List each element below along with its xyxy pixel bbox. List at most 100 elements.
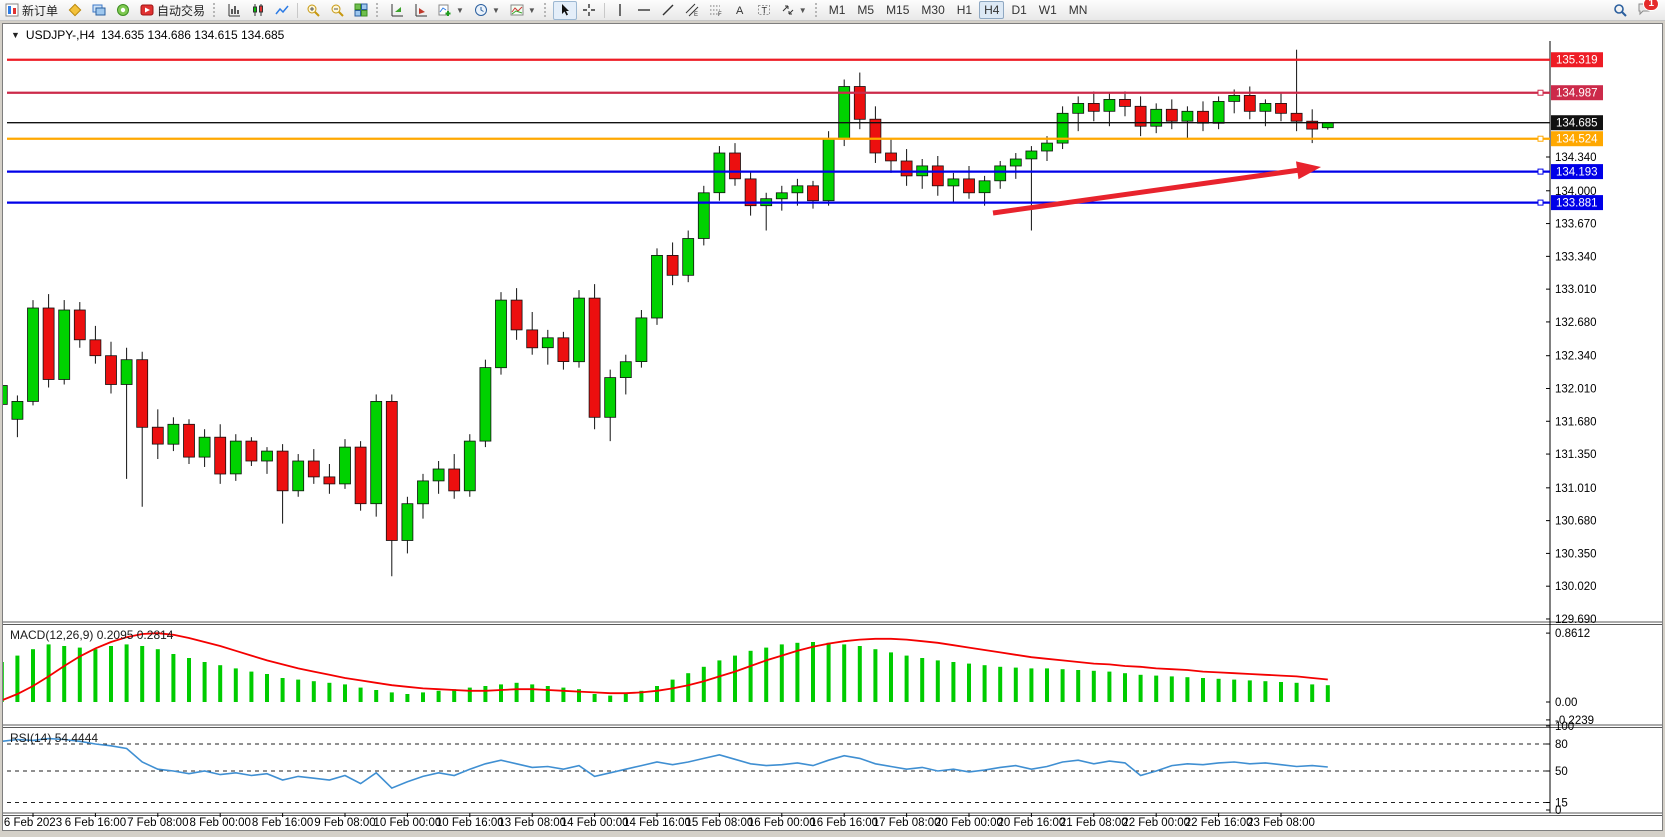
trendline-button[interactable] [656,1,680,20]
svg-text:16 Feb 16:00: 16 Feb 16:00 [810,817,878,829]
chart-canvas[interactable]: 135.319 134.987 134.685 134.524 134.193 133.8… [0,24,1662,830]
crosshair-icon [582,4,595,16]
fibonacci-icon: F [709,5,722,17]
autotrading-button[interactable]: 自动交易 [135,1,210,20]
svg-text:22 Feb 16:00: 22 Feb 16:00 [1185,817,1253,829]
toolbar-separator [603,2,605,18]
svg-text:130.680: 130.680 [1555,516,1597,528]
tab-timeframe-w1[interactable]: W1 [1038,3,1057,17]
svg-text:20 Feb 16:00: 20 Feb 16:00 [998,817,1066,829]
svg-text:132.010: 132.010 [1555,383,1597,395]
charts-profile-button[interactable] [87,1,111,20]
svg-text:133.670: 133.670 [1555,219,1597,231]
zoom-out-icon [331,4,344,17]
template-button[interactable]: ▼ [505,1,541,20]
svg-text:134.987: 134.987 [1556,88,1598,100]
text-icon: A [736,5,744,17]
fibonacci-button[interactable]: F [704,1,728,20]
svg-text:132.680: 132.680 [1555,317,1597,329]
svg-text:130.350: 130.350 [1555,548,1597,560]
svg-text:8 Feb 16:00: 8 Feb 16:00 [252,817,313,829]
timeframe-group: M1 M5 M15 M30 H1 H4 D1 W1 MN [824,1,1093,19]
vertical-line-icon [619,4,621,16]
rsi-indicator-label: RSI(14) 54.4444 [10,731,98,745]
chevron-down-icon[interactable]: ▼ [11,30,20,40]
toolbar-separator [297,2,299,18]
chevron-down-icon: ▼ [491,5,500,15]
svg-text:131.010: 131.010 [1555,483,1597,495]
svg-text:50: 50 [1555,766,1568,778]
period-clock-icon [474,4,487,16]
new-order-button[interactable]: 新订单 [0,1,63,20]
indicator-subwindow-icon [415,4,428,17]
vertical-line-button[interactable] [608,1,632,20]
svg-text:100: 100 [1555,721,1574,733]
svg-text:17 Feb 08:00: 17 Feb 08:00 [873,817,941,829]
charts-profile-icon [92,4,106,16]
svg-text:A: A [736,5,744,17]
zoom-out-button[interactable] [325,1,349,20]
search-icon[interactable] [1613,3,1627,17]
add-indicator-button[interactable]: ▼ [433,1,469,20]
news-button[interactable] [111,1,135,20]
svg-text:10 Feb 16:00: 10 Feb 16:00 [436,817,504,829]
cursor-icon [561,4,569,16]
crosshair-button[interactable] [577,1,601,20]
toolbar-handle [814,3,821,17]
text-button[interactable]: A [728,1,752,20]
channel-button[interactable]: E [680,1,704,20]
profiles-icon [68,3,82,17]
period-button[interactable]: ▼ [469,1,505,20]
svg-text:8 Feb 00:00: 8 Feb 00:00 [190,817,251,829]
line-chart-icon [275,5,289,15]
indicator-window-icon [391,4,404,17]
label-button[interactable]: T [752,1,776,20]
tab-timeframe-h4[interactable]: H4 [979,1,1005,19]
svg-text:6 Feb 16:00: 6 Feb 16:00 [65,817,126,829]
svg-text:134.685: 134.685 [1556,118,1598,130]
svg-text:135.319: 135.319 [1556,55,1598,67]
svg-text:F: F [718,12,722,17]
new-order-label: 新订单 [22,3,59,18]
arrows-button[interactable]: ▼ [776,1,812,20]
template-icon [510,4,524,16]
zoom-in-button[interactable] [301,1,325,20]
tab-timeframe-m1[interactable]: M1 [828,3,846,17]
symbol-period-label: USDJPY-,H4 [25,28,95,42]
tab-timeframe-d1[interactable]: D1 [1011,3,1027,17]
svg-text:14 Feb 00:00: 14 Feb 00:00 [561,817,629,829]
svg-text:6 Feb 2023: 6 Feb 2023 [4,817,62,829]
autotrading-label: 自动交易 [157,3,206,18]
tab-timeframe-h1[interactable]: H1 [956,3,973,17]
news-icon [117,4,130,16]
profiles-button[interactable] [63,1,87,20]
chart-window: ▼ USDJPY-,H4 134.635 134.686 134.615 134… [0,23,1663,831]
zoom-in-icon [307,4,320,17]
svg-text:15 Feb 08:00: 15 Feb 08:00 [686,817,754,829]
svg-text:16 Feb 00:00: 16 Feb 00:00 [748,817,816,829]
tab-timeframe-m5[interactable]: M5 [857,3,875,17]
toolbar-handle [213,3,219,17]
svg-text:13 Feb 08:00: 13 Feb 08:00 [498,817,566,829]
candlestick-button[interactable] [246,1,270,20]
svg-text:14 Feb 16:00: 14 Feb 16:00 [623,817,691,829]
chevron-down-icon: ▼ [798,5,807,15]
candlestick-icon [253,4,264,16]
chat-button[interactable]: 1 [1637,0,1659,19]
horizontal-line-button[interactable] [632,1,656,20]
svg-text:20 Feb 00:00: 20 Feb 00:00 [935,817,1003,829]
line-chart-button[interactable] [270,1,294,20]
indicator-subwindow-button[interactable] [409,1,433,20]
bar-chart-button[interactable] [222,1,246,20]
svg-text:0.8612: 0.8612 [1555,628,1590,640]
svg-text:133.010: 133.010 [1555,284,1597,296]
tile-windows-button[interactable] [349,1,373,20]
cursor-button[interactable] [552,0,577,20]
macd-name: MACD(12,26,9) [10,628,94,642]
tab-timeframe-m30[interactable]: M30 [921,3,945,17]
svg-text:134.193: 134.193 [1556,167,1598,179]
indicator-window-button[interactable] [385,1,409,20]
tab-timeframe-mn[interactable]: MN [1068,3,1088,17]
tab-timeframe-m15[interactable]: M15 [886,3,910,17]
svg-text:23 Feb 08:00: 23 Feb 08:00 [1247,817,1315,829]
